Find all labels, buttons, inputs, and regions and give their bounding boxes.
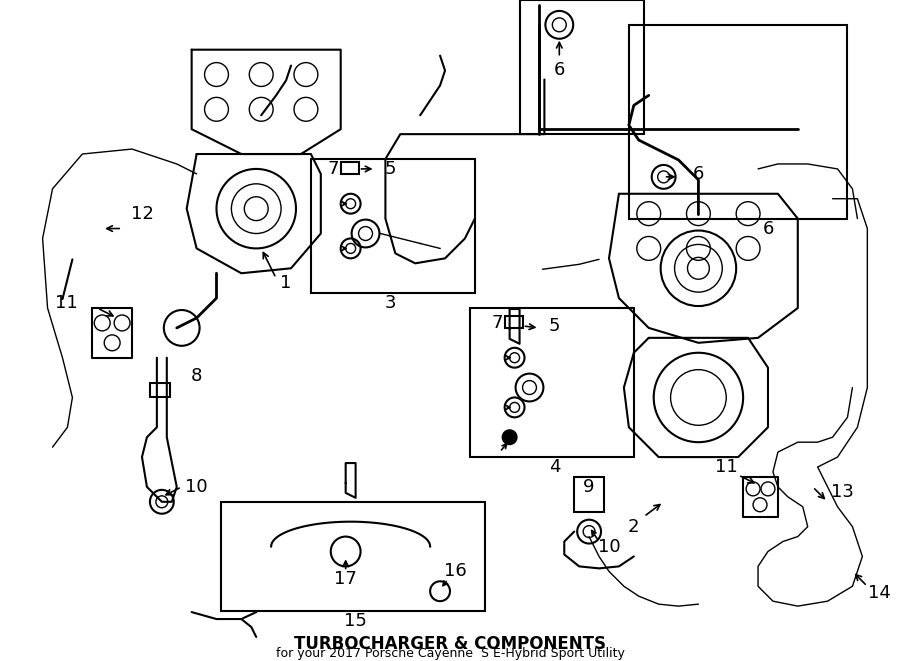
Text: 7: 7 [492, 314, 503, 332]
Text: 7: 7 [328, 160, 339, 178]
Text: 6: 6 [762, 219, 774, 237]
Text: 6: 6 [554, 61, 565, 79]
Text: 11: 11 [55, 294, 77, 312]
Text: 13: 13 [831, 483, 854, 501]
Text: 1: 1 [281, 274, 292, 292]
Text: 4: 4 [549, 458, 560, 476]
Text: 5: 5 [384, 160, 396, 178]
Text: 10: 10 [598, 537, 620, 555]
Bar [519, 0, 644, 134]
Bar [574, 477, 604, 512]
Bar [150, 383, 170, 397]
Text: TURBOCHARGER & COMPONENTS: TURBOCHARGER & COMPONENTS [294, 635, 606, 653]
Text: 6: 6 [693, 165, 704, 183]
Text: 12: 12 [130, 205, 153, 223]
Bar [341, 162, 358, 174]
Text: 8: 8 [191, 367, 202, 385]
Text: for your 2017 Porsche Cayenne  S E-Hybrid Sport Utility: for your 2017 Porsche Cayenne S E-Hybrid… [275, 647, 625, 660]
Text: 17: 17 [334, 570, 357, 588]
Text: 11: 11 [715, 458, 738, 476]
Text: 9: 9 [583, 478, 595, 496]
Bar [310, 159, 475, 293]
Circle shape [503, 430, 517, 444]
Text: 16: 16 [444, 563, 466, 580]
Text: 5: 5 [549, 317, 560, 335]
Text: 2: 2 [628, 518, 640, 535]
Text: 15: 15 [344, 612, 367, 630]
Bar [221, 502, 485, 611]
Text: 10: 10 [185, 478, 208, 496]
Bar [505, 316, 523, 328]
Bar [470, 308, 634, 457]
Text: 14: 14 [868, 584, 891, 602]
Bar [629, 25, 848, 219]
Text: 3: 3 [384, 294, 396, 312]
